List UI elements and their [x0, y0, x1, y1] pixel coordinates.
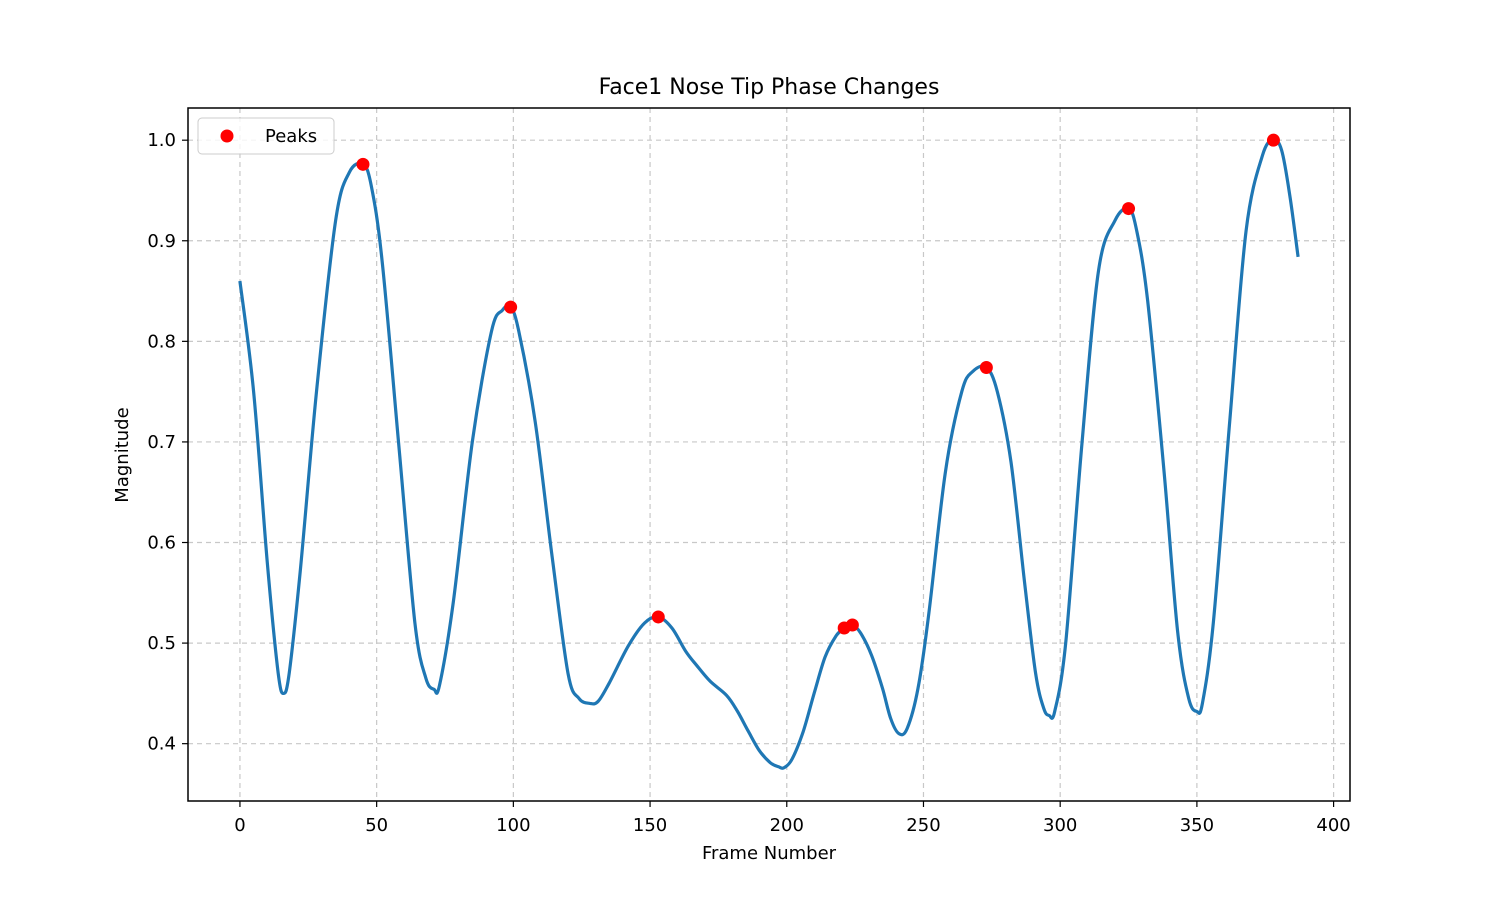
x-axis-ticks: 0 50 100 150 200 250 300 350 400	[234, 801, 1351, 836]
x-tick-label: 100	[496, 815, 530, 836]
peak-marker	[356, 157, 370, 171]
y-tick-label: 0.9	[147, 231, 176, 252]
x-tick-label: 400	[1316, 815, 1350, 836]
grid	[188, 108, 1350, 801]
y-axis-label: Magnitude	[112, 407, 133, 502]
y-axis-ticks: 0.4 0.5 0.6 0.7 0.8 0.9 1.0	[147, 130, 188, 755]
magnitude-line	[238, 138, 1300, 770]
legend-peaks-label: Peaks	[265, 126, 317, 147]
peak-markers	[356, 133, 1280, 635]
y-tick-label: 0.7	[147, 432, 176, 453]
x-axis-label: Frame Number	[702, 843, 837, 864]
y-tick-label: 0.8	[147, 331, 176, 352]
peak-marker	[845, 618, 859, 632]
x-tick-label: 200	[770, 815, 804, 836]
x-tick-label: 50	[365, 815, 388, 836]
y-tick-label: 0.5	[147, 633, 176, 654]
peak-marker	[651, 610, 665, 624]
y-tick-label: 1.0	[147, 130, 176, 151]
y-tick-label: 0.6	[147, 533, 176, 554]
legend: Peaks	[197, 117, 335, 155]
peak-marker	[979, 360, 993, 374]
x-tick-label: 300	[1043, 815, 1077, 836]
legend-peaks-marker	[220, 129, 234, 143]
peak-marker	[1122, 202, 1136, 216]
x-tick-label: 150	[633, 815, 667, 836]
x-tick-label: 350	[1180, 815, 1214, 836]
x-tick-label: 250	[906, 815, 940, 836]
peak-marker	[504, 300, 518, 314]
peak-marker	[1266, 133, 1280, 147]
y-tick-label: 0.4	[147, 734, 176, 755]
chart-title: Face1 Nose Tip Phase Changes	[599, 75, 940, 100]
legend-box	[197, 117, 335, 155]
plot-frame	[187, 107, 1351, 802]
line-series	[238, 138, 1300, 770]
x-tick-label: 0	[234, 815, 245, 836]
